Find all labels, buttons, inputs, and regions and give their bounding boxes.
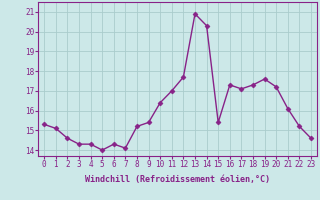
X-axis label: Windchill (Refroidissement éolien,°C): Windchill (Refroidissement éolien,°C): [85, 175, 270, 184]
